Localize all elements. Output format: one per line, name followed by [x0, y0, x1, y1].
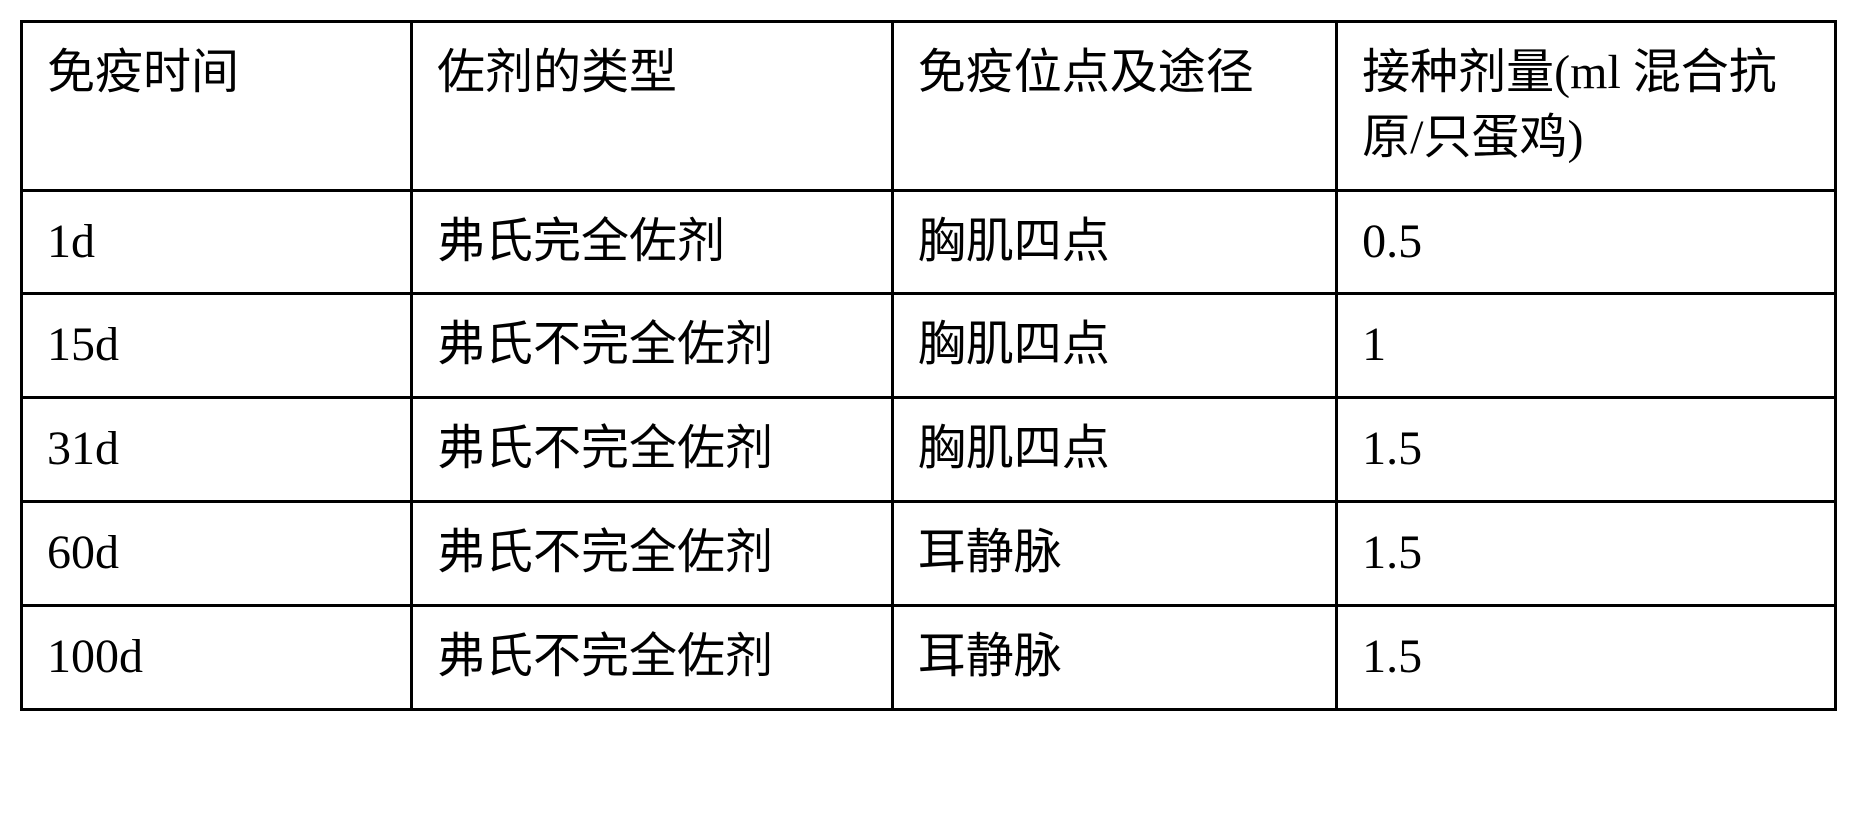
cell-time: 15d	[22, 294, 412, 398]
col-header-dose: 接种剂量(ml 混合抗原/只蛋鸡)	[1337, 22, 1836, 191]
data-table: 免疫时间 佐剂的类型 免疫位点及途径 接种剂量(ml 混合抗原/只蛋鸡) 1d …	[20, 20, 1837, 711]
col-header-site: 免疫位点及途径	[892, 22, 1336, 191]
cell-dose: 1.5	[1337, 501, 1836, 605]
cell-adjuvant: 弗氏不完全佐剂	[412, 294, 893, 398]
cell-adjuvant: 弗氏完全佐剂	[412, 190, 893, 294]
immunization-table: 免疫时间 佐剂的类型 免疫位点及途径 接种剂量(ml 混合抗原/只蛋鸡) 1d …	[20, 20, 1837, 711]
cell-adjuvant: 弗氏不完全佐剂	[412, 501, 893, 605]
cell-site: 胸肌四点	[892, 294, 1336, 398]
col-header-adjuvant: 佐剂的类型	[412, 22, 893, 191]
cell-time: 100d	[22, 605, 412, 709]
cell-time: 60d	[22, 501, 412, 605]
table-row: 60d 弗氏不完全佐剂 耳静脉 1.5	[22, 501, 1836, 605]
cell-time: 1d	[22, 190, 412, 294]
cell-dose: 1	[1337, 294, 1836, 398]
cell-dose: 1.5	[1337, 605, 1836, 709]
header-row: 免疫时间 佐剂的类型 免疫位点及途径 接种剂量(ml 混合抗原/只蛋鸡)	[22, 22, 1836, 191]
cell-dose: 0.5	[1337, 190, 1836, 294]
table-row: 31d 弗氏不完全佐剂 胸肌四点 1.5	[22, 398, 1836, 502]
cell-site: 胸肌四点	[892, 398, 1336, 502]
table-row: 100d 弗氏不完全佐剂 耳静脉 1.5	[22, 605, 1836, 709]
cell-adjuvant: 弗氏不完全佐剂	[412, 605, 893, 709]
cell-site: 耳静脉	[892, 501, 1336, 605]
col-header-time: 免疫时间	[22, 22, 412, 191]
cell-site: 胸肌四点	[892, 190, 1336, 294]
cell-site: 耳静脉	[892, 605, 1336, 709]
cell-adjuvant: 弗氏不完全佐剂	[412, 398, 893, 502]
table-row: 15d 弗氏不完全佐剂 胸肌四点 1	[22, 294, 1836, 398]
cell-dose: 1.5	[1337, 398, 1836, 502]
cell-time: 31d	[22, 398, 412, 502]
table-row: 1d 弗氏完全佐剂 胸肌四点 0.5	[22, 190, 1836, 294]
